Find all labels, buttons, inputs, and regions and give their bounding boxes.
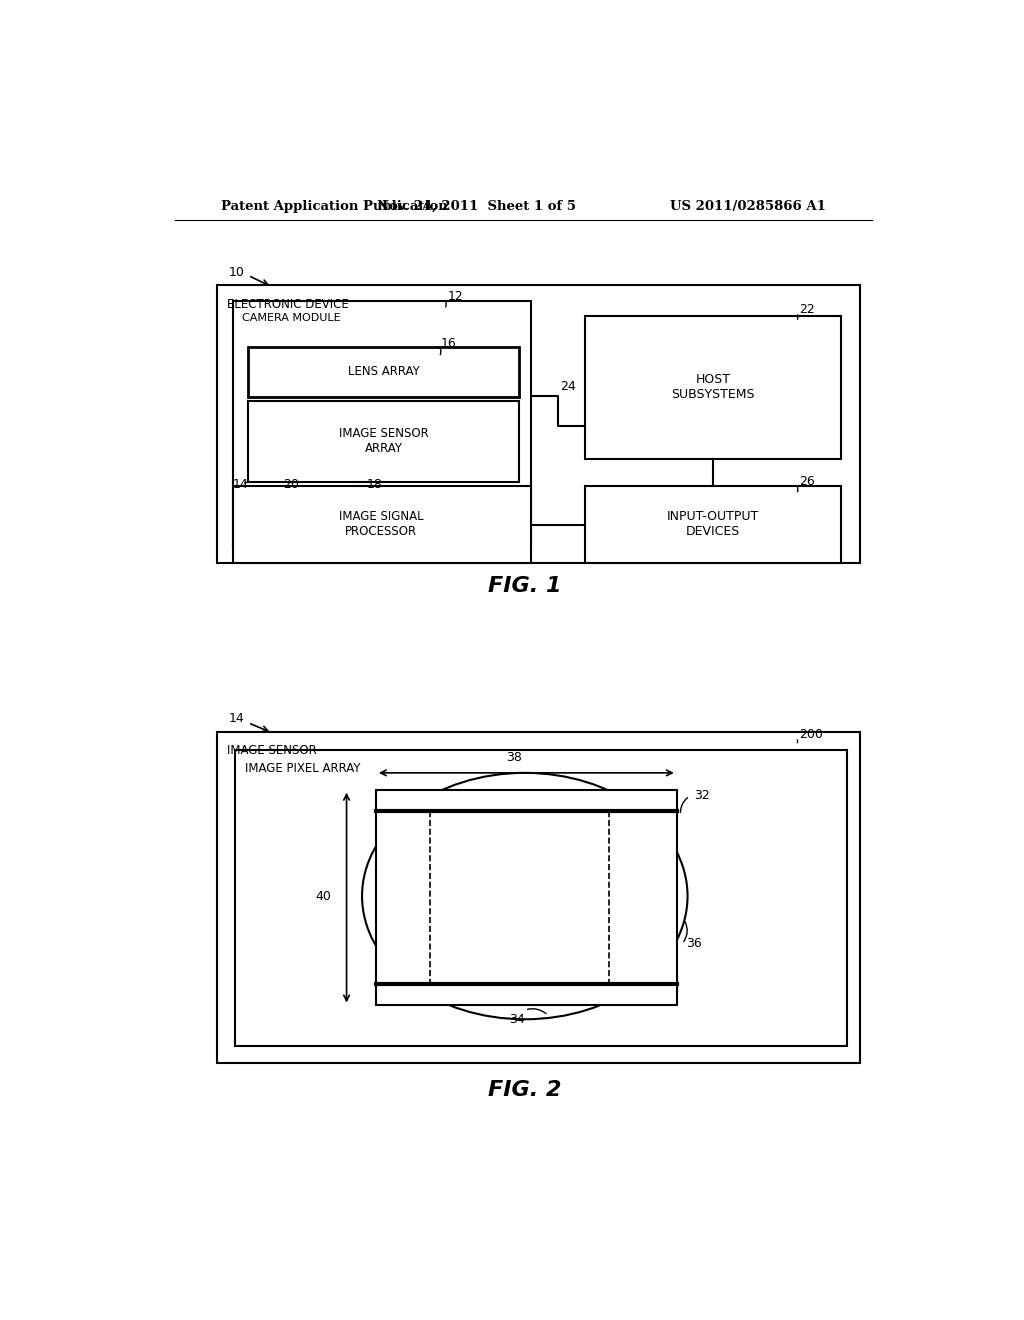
Text: 36: 36	[686, 937, 701, 950]
Text: IMAGE SENSOR
ARRAY: IMAGE SENSOR ARRAY	[339, 426, 429, 455]
Text: 26: 26	[799, 475, 815, 488]
Text: IMAGE PIXEL ARRAY: IMAGE PIXEL ARRAY	[245, 762, 360, 775]
Bar	[376, 789, 677, 1006]
Text: 10: 10	[228, 265, 245, 279]
Text: 20: 20	[283, 478, 299, 491]
Text: 24: 24	[560, 380, 577, 393]
Text: 32: 32	[693, 789, 710, 803]
Text: FIG. 2: FIG. 2	[488, 1080, 561, 1100]
Text: CAMERA MODULE: CAMERA MODULE	[242, 313, 341, 323]
Text: 38: 38	[506, 751, 522, 763]
Text: LENS ARRAY: LENS ARRAY	[348, 366, 420, 379]
Text: 34: 34	[509, 1012, 525, 1026]
Text: 16: 16	[441, 337, 457, 350]
Text: 40: 40	[315, 890, 331, 903]
Text: IMAGE SIGNAL
PROCESSOR: IMAGE SIGNAL PROCESSOR	[339, 510, 424, 539]
Bar	[232, 486, 531, 562]
Text: 42: 42	[543, 866, 558, 879]
Text: 14: 14	[232, 478, 249, 491]
Bar	[586, 486, 841, 562]
Bar	[248, 401, 519, 482]
Text: IMAGE SENSOR: IMAGE SENSOR	[227, 744, 317, 758]
Bar	[217, 733, 860, 1063]
Bar	[248, 347, 519, 397]
Bar	[217, 285, 860, 562]
Ellipse shape	[362, 774, 687, 1019]
Text: FIG. 1: FIG. 1	[488, 576, 561, 595]
Text: 14: 14	[228, 713, 245, 726]
Text: HOST
SUBSYSTEMS: HOST SUBSYSTEMS	[672, 374, 755, 401]
Text: INPUT-OUTPUT
DEVICES: INPUT-OUTPUT DEVICES	[667, 510, 759, 539]
Text: ELECTRONIC DEVICE: ELECTRONIC DEVICE	[227, 298, 349, 310]
Text: Nov. 24, 2011  Sheet 1 of 5: Nov. 24, 2011 Sheet 1 of 5	[377, 199, 577, 213]
Text: 18: 18	[367, 478, 383, 491]
Text: 12: 12	[447, 289, 463, 302]
Text: Patent Application Publication: Patent Application Publication	[221, 199, 447, 213]
Text: 44: 44	[444, 899, 460, 912]
Bar	[234, 750, 847, 1047]
Bar	[232, 301, 531, 548]
Text: 200: 200	[799, 727, 823, 741]
Text: 22: 22	[799, 302, 815, 315]
Text: US 2011/0285866 A1: US 2011/0285866 A1	[670, 199, 825, 213]
Bar	[586, 317, 841, 459]
